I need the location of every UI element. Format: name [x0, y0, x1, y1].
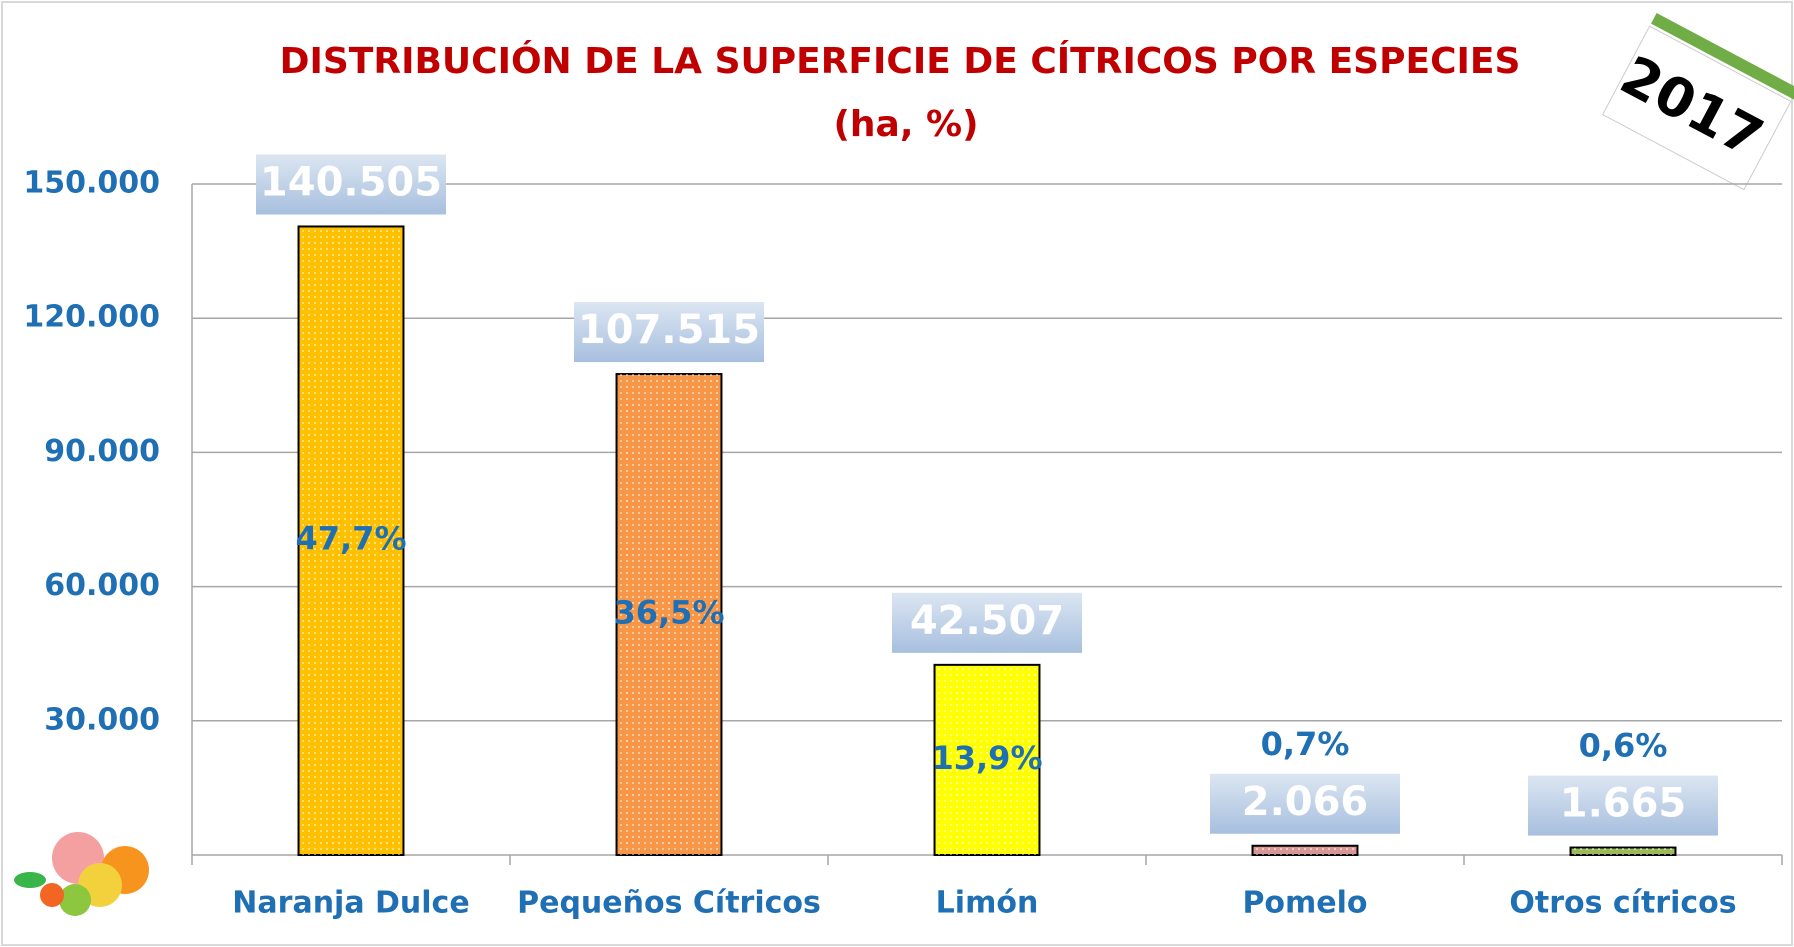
x-tick-label: Pomelo [1242, 886, 1367, 921]
bar-texture [1253, 846, 1358, 855]
percent-label: 36,5% [613, 594, 724, 632]
page: DISTRIBUCIÓN DE LA SUPERFICIE DE CÍTRICO… [0, 0, 1794, 947]
x-tick-label: Naranja Dulce [232, 886, 469, 921]
value-label: 2.066 [1242, 779, 1369, 825]
y-tick-label: 90.000 [44, 434, 160, 469]
percent-label: 13,9% [931, 739, 1042, 777]
percent-label: 47,7% [295, 520, 406, 558]
bar-texture [1571, 848, 1676, 855]
value-label: 107.515 [578, 307, 760, 353]
y-tick-label: 60.000 [44, 568, 160, 603]
leaf [14, 872, 46, 888]
x-tick-label: Otros cítricos [1509, 886, 1736, 921]
y-tick-label: 150.000 [23, 166, 160, 201]
chart-title: DISTRIBUCIÓN DE LA SUPERFICIE DE CÍTRICO… [280, 40, 1521, 82]
y-tick-label: 120.000 [23, 300, 160, 335]
chart-subtitle: (ha, %) [833, 104, 978, 145]
value-label: 140.505 [260, 159, 442, 205]
percent-label: 0,6% [1579, 727, 1668, 765]
value-label: 42.507 [910, 598, 1064, 644]
chart: DISTRIBUCIÓN DE LA SUPERFICIE DE CÍTRICO… [0, 0, 1794, 947]
fruit [40, 883, 64, 907]
x-tick-label: Limón [936, 886, 1039, 921]
y-tick-label: 30.000 [44, 702, 160, 737]
value-label: 1.665 [1560, 781, 1687, 827]
x-tick-label: Pequeños Cítricos [517, 886, 821, 921]
fruit [59, 884, 91, 916]
percent-label: 0,7% [1261, 725, 1350, 763]
